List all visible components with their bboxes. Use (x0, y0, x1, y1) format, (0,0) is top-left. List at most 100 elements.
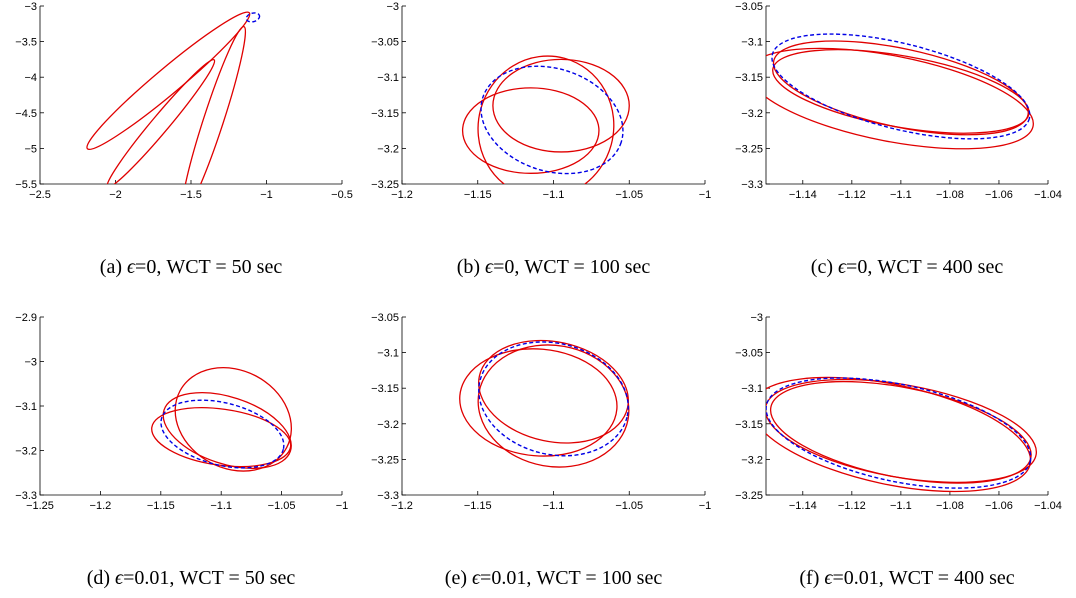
caption-label: (b) (457, 256, 485, 278)
estimate-ellipse (162, 392, 292, 469)
y-tick-label: −3.05 (735, 1, 763, 13)
plot-area (461, 55, 630, 184)
reference-ellipse (245, 12, 261, 23)
estimate-ellipse (106, 58, 216, 184)
panel-a: −2.5 −2 −1.5 −1 −0.5 −5.5 −5 −4.5 −4 −3.5 −3 (a) ϵ=… (15, 1, 353, 278)
y-tick-label: −3.25 (735, 490, 763, 502)
caption-epsilon: =0.01 (123, 567, 169, 589)
epsilon-symbol: ϵ (824, 567, 833, 589)
caption-wct: , WCT = 50 sec (156, 256, 282, 278)
x-tick-label: −1 (336, 500, 349, 512)
y-tick-label: −3.05 (371, 37, 399, 49)
x-tick-label: −1.12 (838, 189, 866, 201)
caption-epsilon: =0 (493, 256, 514, 278)
x-tick-label: −2 (109, 189, 122, 201)
x-tick-label: −1.14 (789, 500, 817, 512)
estimate-ellipse (477, 344, 630, 468)
estimate-ellipse (477, 55, 615, 184)
plot-area (766, 33, 1034, 150)
caption-epsilon: =0.01 (832, 567, 878, 589)
x-tick-label: −1.15 (147, 500, 175, 512)
y-tick-label: −3.15 (371, 108, 399, 120)
y-tick-label: −3.3 (15, 490, 37, 502)
estimate-ellipse (492, 58, 630, 153)
x-tick-label: −1.25 (26, 500, 54, 512)
axes-lines (765, 317, 1048, 496)
x-tick-label: −1.05 (615, 189, 643, 201)
x-tick-label: −1.1 (210, 500, 232, 512)
x-tick-label: −1.04 (1034, 500, 1062, 512)
axes-lines (765, 6, 1048, 185)
estimate-ellipse (461, 87, 600, 174)
axes-lines (401, 317, 705, 496)
x-tick-label: −0.5 (331, 189, 353, 201)
x-tick-label: −1.2 (391, 189, 413, 201)
x-tick-label: −1.2 (391, 500, 413, 512)
y-tick-label: −3.2 (741, 108, 763, 120)
x-tick-label: −1.1 (890, 189, 912, 201)
estimate-ellipse (766, 47, 1034, 150)
x-tick-label: −1.06 (985, 500, 1013, 512)
x-tick-label: −1 (699, 500, 712, 512)
caption-label: (e) (445, 567, 472, 589)
x-tick-label: −1.06 (985, 189, 1013, 201)
y-tick-label: −3.25 (371, 179, 399, 191)
caption-wct: , WCT = 400 sec (879, 567, 1015, 589)
x-tick-label: −1.1 (543, 189, 565, 201)
y-tick-label: −3.15 (735, 72, 763, 84)
panel-caption: (b) ϵ=0, WCT = 100 sec (457, 256, 651, 278)
x-tick-label: −1.2 (90, 500, 112, 512)
caption-label: (d) (87, 567, 115, 589)
y-tick-label: −3.5 (15, 37, 37, 49)
panel-b: −1.2 −1.15 −1.1 −1.05 −1 −3.25 −3.2 −3.15 −3.1 −3… (371, 1, 711, 278)
y-tick-label: −3.3 (377, 490, 399, 502)
estimate-ellipse (174, 367, 293, 472)
x-tick-label: −2.5 (29, 189, 51, 201)
plot-area (459, 339, 630, 468)
y-tick-label: −3.25 (371, 454, 399, 466)
x-tick-label: −1.5 (180, 189, 202, 201)
plot-area (86, 11, 261, 184)
caption-wct: , WCT = 100 sec (526, 567, 662, 589)
x-tick-label: −1.05 (615, 500, 643, 512)
caption-label: (c) (811, 256, 838, 278)
panel-e: −1.2 −1.15 −1.1 −1.05 −1 −3.3 −3.25 −3.2 −3.15 −3… (371, 312, 711, 589)
y-tick-label: −3.1 (377, 348, 399, 360)
panel-c: −1.14 −1.12 −1.1 −1.08 −1.06 −1.04 −3.3 −3.25 −3… (735, 1, 1062, 278)
y-tick-label: −3.2 (377, 143, 399, 155)
reference-ellipse (160, 399, 285, 469)
estimate-ellipse (86, 11, 251, 151)
caption-label: (f) (799, 567, 824, 589)
axes-lines (39, 317, 342, 496)
panel-caption: (c) ϵ=0, WCT = 400 sec (811, 256, 1004, 278)
x-tick-label: −1.15 (464, 500, 492, 512)
x-tick-label: −1.08 (936, 189, 964, 201)
panel-d: −1.25 −1.2 −1.15 −1.1 −1.05 −1 −3.3 −3.2 −3.1 −3 −… (15, 312, 348, 589)
y-tick-label: −3.25 (735, 143, 763, 155)
y-tick-label: −3.05 (735, 348, 763, 360)
axes-lines (39, 6, 342, 185)
y-tick-label: −3.15 (735, 419, 763, 431)
y-tick-label: −3.2 (377, 419, 399, 431)
y-tick-label: −5.5 (15, 179, 37, 191)
epsilon-symbol: ϵ (485, 256, 494, 278)
epsilon-symbol: ϵ (838, 256, 847, 278)
reference-ellipse (478, 341, 629, 457)
y-tick-label: −4 (24, 72, 37, 84)
estimate-ellipse (478, 339, 629, 444)
y-tick-label: −3 (24, 357, 37, 369)
y-tick-label: −3.2 (741, 454, 763, 466)
y-tick-label: −3 (750, 312, 763, 324)
estimate-ellipse (459, 348, 618, 457)
reference-ellipse (480, 65, 624, 175)
plot-area (766, 376, 1037, 493)
caption-wct: , WCT = 100 sec (514, 256, 650, 278)
epsilon-symbol: ϵ (115, 567, 124, 589)
estimate-ellipse (769, 380, 1032, 484)
y-tick-label: −3.1 (377, 72, 399, 84)
y-tick-label: −3.2 (15, 446, 37, 458)
caption-epsilon: =0 (135, 256, 156, 278)
y-tick-label: −2.9 (15, 312, 37, 324)
caption-epsilon: =0 (846, 256, 867, 278)
